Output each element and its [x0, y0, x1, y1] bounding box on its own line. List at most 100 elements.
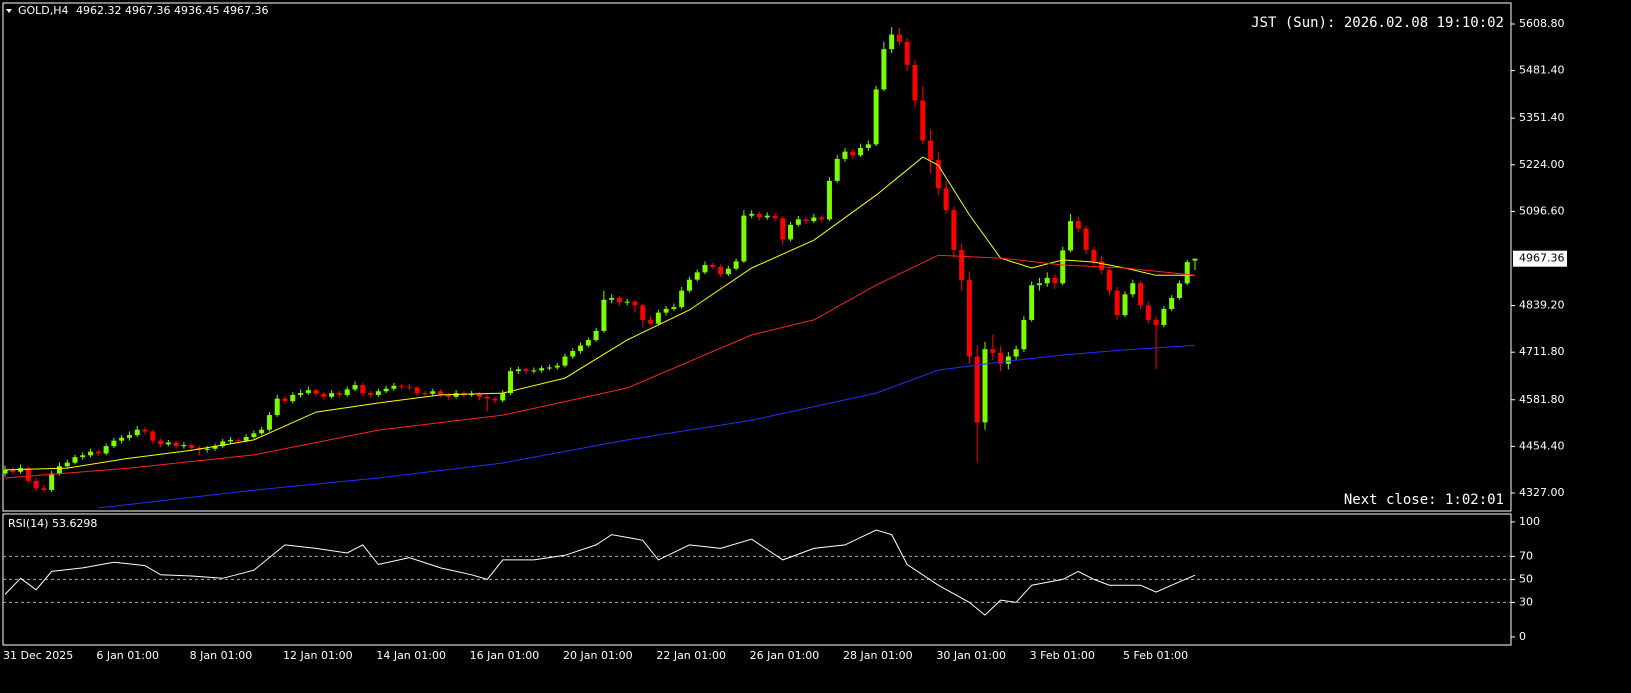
- candle-body: [655, 312, 661, 324]
- candle-body: [1106, 270, 1112, 291]
- candle-body: [780, 218, 786, 240]
- candle-body: [889, 34, 895, 50]
- candle-body: [640, 305, 646, 320]
- candle-body: [935, 160, 941, 189]
- candle-body: [826, 180, 832, 220]
- candle-body: [966, 280, 972, 357]
- candle-body: [648, 319, 654, 324]
- candle-body: [803, 219, 809, 222]
- y-tick-label: 5351.40: [1519, 111, 1565, 124]
- candle-body: [624, 301, 630, 303]
- candle-body: [554, 365, 560, 368]
- last-price-box: [1513, 250, 1567, 267]
- candle-body: [1021, 319, 1027, 350]
- candle-body: [228, 439, 234, 442]
- candle-body: [819, 217, 825, 220]
- x-tick-label: 5 Feb 01:00: [1123, 649, 1188, 662]
- y-tick-label: 4711.80: [1519, 345, 1565, 358]
- y-tick-label: 4327.00: [1519, 486, 1565, 499]
- x-tick-label: 26 Jan 01:00: [750, 649, 820, 662]
- candle-body: [95, 451, 101, 454]
- line: [98, 344, 1196, 509]
- candle-body: [33, 480, 39, 489]
- candle-body: [368, 393, 374, 395]
- main-pane-frame: [2, 2, 1512, 512]
- x-tick-label: 20 Jan 01:00: [563, 649, 633, 662]
- candle-body: [165, 442, 171, 445]
- candle-body: [834, 158, 840, 181]
- candle-body: [1005, 356, 1011, 364]
- candle-body: [974, 356, 980, 423]
- candle-body: [718, 266, 724, 275]
- x-tick-label: 12 Jan 01:00: [283, 649, 353, 662]
- candle-body: [842, 151, 848, 159]
- candle-body: [1075, 221, 1081, 229]
- y-tick-label: 4581.80: [1519, 393, 1565, 406]
- candle-body: [220, 441, 226, 447]
- candle-body: [702, 265, 708, 273]
- candle-body: [733, 261, 739, 269]
- candle-body: [142, 429, 148, 432]
- candle-body: [72, 457, 78, 463]
- clock: JST (Sun): 2026.02.08 19:10:02: [1251, 15, 1504, 31]
- candle-body: [1153, 319, 1159, 326]
- rsi-pane-frame: [2, 513, 1512, 646]
- x-tick-label: 28 Jan 01:00: [843, 649, 913, 662]
- candle-body: [725, 268, 731, 275]
- candle-body: [1060, 250, 1066, 284]
- candle-body: [982, 349, 988, 423]
- candle-body: [710, 265, 716, 267]
- candle-body: [998, 352, 1004, 364]
- candle-body: [274, 398, 280, 416]
- candle-body: [1029, 285, 1035, 320]
- candle-body: [298, 393, 304, 395]
- candle-body: [873, 89, 879, 145]
- candle-body: [49, 473, 55, 491]
- candle-body: [64, 462, 70, 467]
- line: [4, 254, 1196, 479]
- candle-body: [764, 215, 770, 218]
- candle-body: [375, 391, 381, 395]
- candle-body: [616, 297, 622, 303]
- candle-body: [904, 41, 910, 65]
- candle-body: [1192, 258, 1198, 261]
- candle-body: [103, 446, 109, 454]
- candle-body: [173, 442, 179, 447]
- candle-body: [212, 446, 218, 449]
- candle-body: [694, 272, 700, 280]
- y-tick-label: 50: [1519, 572, 1533, 585]
- candle-body: [1145, 305, 1151, 320]
- candle-body: [1138, 283, 1144, 306]
- line: [4, 156, 1195, 471]
- candle-body: [671, 307, 677, 309]
- candle-body: [391, 385, 397, 389]
- candle-body: [920, 100, 926, 141]
- candle-body: [741, 215, 747, 262]
- candle-body: [1036, 283, 1042, 286]
- candle-body: [321, 393, 327, 397]
- candle-body: [134, 429, 140, 436]
- candle-body: [1013, 349, 1019, 357]
- candle-body: [126, 435, 132, 438]
- candle-body: [1114, 290, 1120, 316]
- candle-body: [1052, 277, 1058, 284]
- candle-body: [1122, 294, 1128, 316]
- candle-body: [484, 396, 490, 399]
- candle-body: [476, 393, 482, 397]
- candle-body: [259, 429, 265, 434]
- candle-body: [959, 250, 965, 281]
- candle-body: [360, 385, 366, 394]
- x-tick-label: 8 Jan 01:00: [190, 649, 253, 662]
- candle-body: [88, 451, 94, 456]
- candle-body: [352, 385, 358, 390]
- candle-body: [235, 439, 241, 441]
- y-tick-label: 30: [1519, 595, 1533, 608]
- candle-body: [686, 279, 692, 291]
- candle-body: [865, 144, 871, 148]
- candle-body: [500, 393, 506, 401]
- menu-arrow[interactable]: [6, 9, 12, 13]
- indicator-title: RSI(14) 53.6298: [8, 517, 97, 530]
- candle-body: [329, 393, 335, 397]
- candle-body: [1091, 250, 1097, 262]
